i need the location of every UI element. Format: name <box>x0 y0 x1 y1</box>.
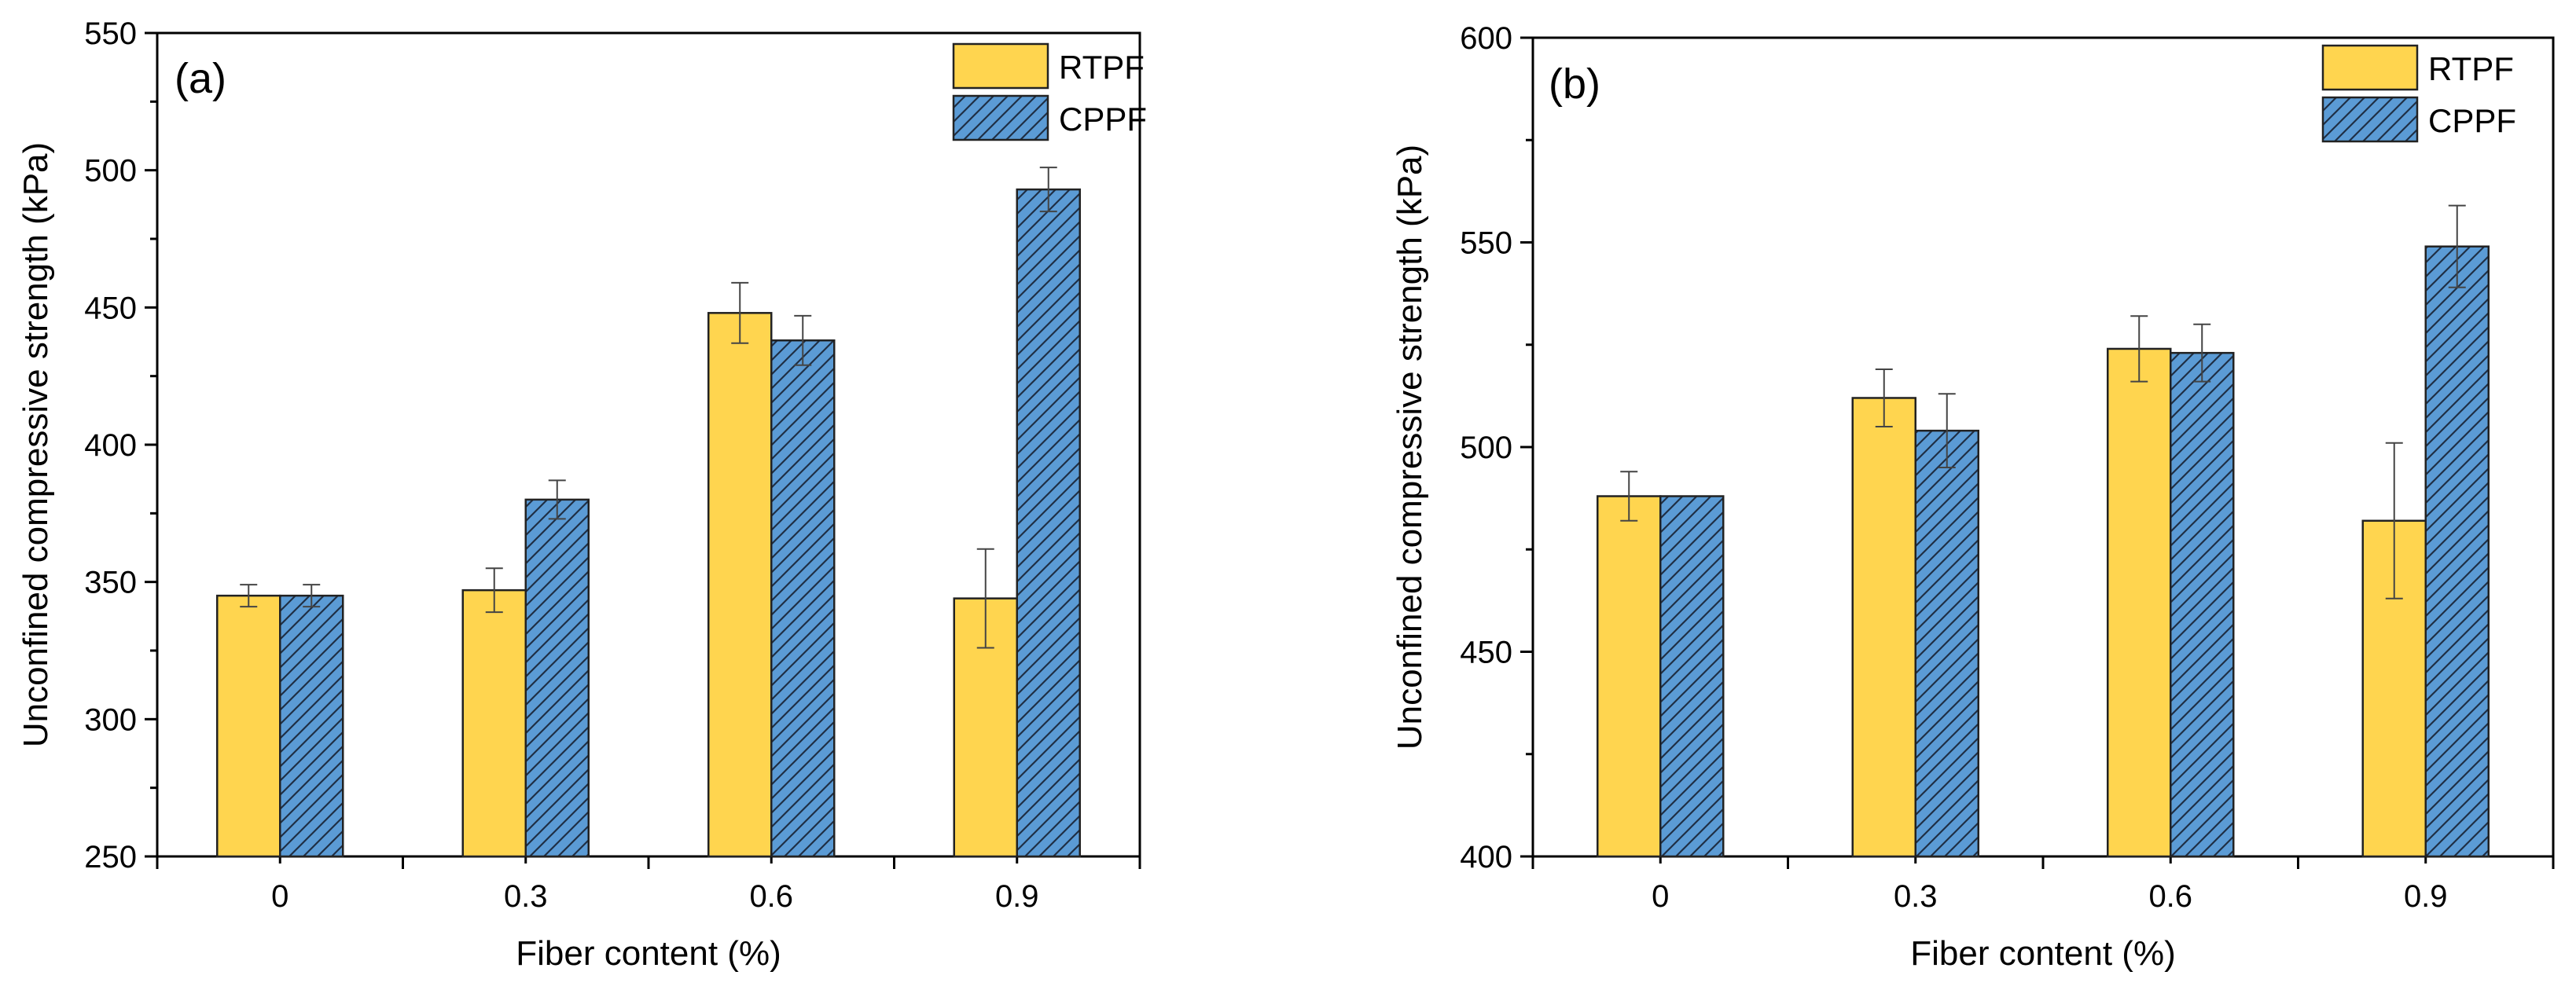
bar-cppf-0.9 <box>2424 245 2490 858</box>
x-axis-title: Fiber content (%) <box>516 934 781 973</box>
chart-panel-a: 250 300 350 400 450 500 550 0 0.3 0.6 0.9 (a) RTPF CP… <box>17 16 1147 973</box>
y-tick-label: 500 <box>1460 431 1512 465</box>
bar-rtpf-0.6 <box>2107 347 2172 858</box>
x-axis-title: Fiber content (%) <box>1910 934 2175 973</box>
y-tick-label: 600 <box>1460 21 1512 56</box>
legend-label-rtpf: RTPF <box>2428 50 2514 87</box>
bar-rtpf-0.3 <box>1851 397 1916 858</box>
y-tick-label: 550 <box>1460 226 1512 261</box>
y-tick-label: 450 <box>1460 636 1512 670</box>
legend-swatch-rtpf <box>952 42 1049 90</box>
panel-label: (b) <box>1549 60 1600 108</box>
legend-swatch-cppf <box>952 94 1049 141</box>
legend-label-cppf: CPPF <box>2428 102 2516 139</box>
y-tick-label: 250 <box>84 840 137 874</box>
chart-panel-b: 400 450 500 550 600 0 0.3 0.6 0.9 (b) RTPF CPPF Fibe… <box>1391 21 2555 973</box>
y-axis-title: Unconfined compressive strength (kPa) <box>1391 145 1429 750</box>
y-axis-title: Unconfined compressive strength (kPa) <box>17 142 55 747</box>
bar-rtpf-0.3 <box>461 588 527 858</box>
y-tick-label: 450 <box>84 291 137 325</box>
y-tick-label: 400 <box>84 428 137 463</box>
x-tick-label: 0.3 <box>504 879 548 914</box>
bar-cppf-0.3 <box>524 498 590 858</box>
x-tick-label: 0.3 <box>1894 879 1938 914</box>
legend-label-rtpf: RTPF <box>1059 49 1145 86</box>
bar-cppf-0.9 <box>1016 188 1081 858</box>
bar-cppf-0 <box>279 594 344 858</box>
bar-cppf-0.3 <box>1914 429 1979 858</box>
bar-rtpf-0 <box>216 594 281 858</box>
y-tick-label: 400 <box>1460 840 1512 874</box>
x-tick-label: 0.6 <box>2148 879 2192 914</box>
legend-swatch-cppf <box>2321 96 2419 143</box>
bar-cppf-0.6 <box>770 339 836 858</box>
x-tick-label: 0.9 <box>2404 879 2448 914</box>
y-tick-label: 550 <box>84 16 137 51</box>
panel-label: (a) <box>175 55 226 102</box>
x-tick-label: 0.9 <box>995 879 1039 914</box>
legend-swatch-rtpf <box>2321 44 2419 91</box>
bar-cppf-0 <box>1659 495 1725 858</box>
y-tick-label: 300 <box>84 702 137 737</box>
x-tick-label: 0.6 <box>749 879 793 914</box>
bar-cppf-0.6 <box>2170 351 2235 858</box>
bar-rtpf-0.6 <box>707 312 773 858</box>
bar-rtpf-0 <box>1597 495 1662 858</box>
x-tick-label: 0 <box>271 879 288 914</box>
y-tick-label: 500 <box>84 154 137 189</box>
x-tick-label: 0 <box>1652 879 1669 914</box>
legend-label-cppf: CPPF <box>1059 101 1147 138</box>
y-tick-label: 350 <box>84 566 137 600</box>
